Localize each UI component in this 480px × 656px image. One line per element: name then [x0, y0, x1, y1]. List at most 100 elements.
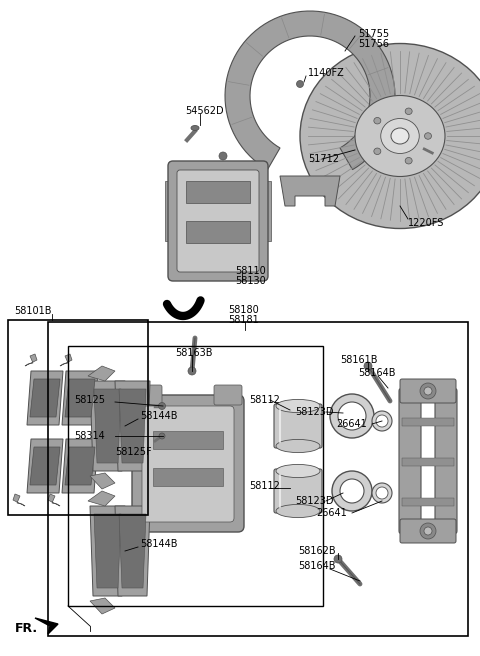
- Ellipse shape: [276, 464, 320, 478]
- Text: 58180: 58180: [228, 305, 259, 315]
- Text: 58112: 58112: [249, 481, 280, 491]
- Text: 58130: 58130: [235, 276, 266, 286]
- Text: 58162B: 58162B: [298, 546, 336, 556]
- Polygon shape: [90, 598, 115, 614]
- Polygon shape: [13, 494, 25, 506]
- Text: 58112: 58112: [249, 395, 280, 405]
- Circle shape: [376, 487, 388, 499]
- Polygon shape: [115, 381, 150, 471]
- Ellipse shape: [276, 440, 320, 453]
- FancyBboxPatch shape: [177, 170, 259, 272]
- Circle shape: [364, 362, 372, 370]
- Circle shape: [340, 479, 364, 503]
- Bar: [255, 181, 271, 241]
- Circle shape: [338, 402, 366, 430]
- Text: 58163B: 58163B: [175, 348, 213, 358]
- Text: 58161B: 58161B: [340, 355, 377, 365]
- Polygon shape: [90, 381, 125, 471]
- Polygon shape: [30, 447, 60, 485]
- Bar: [68, 346, 323, 606]
- Polygon shape: [35, 618, 58, 634]
- Bar: [402, 418, 454, 426]
- Polygon shape: [27, 439, 63, 493]
- Text: 1140FZ: 1140FZ: [308, 68, 345, 78]
- Polygon shape: [280, 176, 340, 206]
- Ellipse shape: [191, 125, 199, 131]
- Circle shape: [188, 367, 196, 375]
- Polygon shape: [94, 389, 121, 463]
- Bar: [230, 421, 242, 501]
- Polygon shape: [25, 354, 37, 366]
- Text: 54562D: 54562D: [185, 106, 224, 116]
- Polygon shape: [90, 473, 115, 489]
- Circle shape: [420, 523, 436, 539]
- Circle shape: [332, 471, 372, 511]
- Text: 58125F: 58125F: [115, 447, 152, 457]
- Text: 58144B: 58144B: [140, 539, 178, 549]
- Polygon shape: [60, 354, 72, 366]
- FancyBboxPatch shape: [142, 406, 234, 522]
- FancyBboxPatch shape: [214, 385, 242, 405]
- Bar: [48, 322, 468, 636]
- Ellipse shape: [276, 400, 320, 413]
- Text: 58164B: 58164B: [358, 368, 396, 378]
- Ellipse shape: [276, 504, 320, 518]
- Ellipse shape: [405, 108, 412, 115]
- Text: 26641: 26641: [316, 508, 347, 518]
- Bar: [153, 431, 223, 449]
- Text: 58144B: 58144B: [140, 411, 178, 421]
- Polygon shape: [30, 379, 60, 417]
- Circle shape: [158, 403, 166, 409]
- FancyBboxPatch shape: [435, 388, 457, 534]
- Circle shape: [420, 383, 436, 399]
- Polygon shape: [94, 514, 121, 588]
- Text: 58101B: 58101B: [14, 306, 51, 316]
- Polygon shape: [48, 494, 60, 506]
- Text: 58164B: 58164B: [298, 561, 336, 571]
- Text: 51712: 51712: [308, 154, 339, 164]
- Text: 26641: 26641: [336, 419, 367, 429]
- FancyBboxPatch shape: [274, 469, 322, 513]
- Polygon shape: [62, 371, 98, 425]
- FancyBboxPatch shape: [399, 388, 421, 534]
- FancyBboxPatch shape: [132, 395, 244, 532]
- Circle shape: [372, 411, 392, 431]
- Polygon shape: [65, 447, 95, 485]
- Circle shape: [159, 433, 165, 439]
- Circle shape: [376, 415, 388, 427]
- Bar: [186, 181, 250, 203]
- Polygon shape: [115, 506, 150, 596]
- Bar: [138, 421, 150, 501]
- Bar: [153, 468, 223, 486]
- Ellipse shape: [381, 119, 419, 154]
- Ellipse shape: [391, 128, 409, 144]
- Polygon shape: [27, 371, 63, 425]
- Circle shape: [372, 483, 392, 503]
- Polygon shape: [88, 491, 115, 506]
- Ellipse shape: [300, 43, 480, 228]
- Bar: [8, 320, 148, 515]
- Polygon shape: [119, 514, 146, 588]
- Circle shape: [219, 152, 227, 160]
- Polygon shape: [88, 366, 115, 381]
- Text: 58123D: 58123D: [295, 496, 334, 506]
- Ellipse shape: [374, 148, 381, 155]
- Text: 51756: 51756: [358, 39, 389, 49]
- Polygon shape: [62, 439, 98, 493]
- Text: FR.: FR.: [15, 621, 38, 634]
- Ellipse shape: [424, 133, 432, 139]
- FancyBboxPatch shape: [400, 379, 456, 403]
- FancyBboxPatch shape: [274, 404, 322, 448]
- Bar: [402, 458, 454, 466]
- FancyBboxPatch shape: [134, 385, 162, 405]
- Circle shape: [424, 527, 432, 535]
- FancyBboxPatch shape: [400, 519, 456, 543]
- Polygon shape: [65, 379, 95, 417]
- Text: 51755: 51755: [358, 29, 389, 39]
- Text: 58181: 58181: [228, 315, 259, 325]
- Ellipse shape: [405, 157, 412, 164]
- Bar: [165, 181, 181, 241]
- Polygon shape: [119, 389, 146, 463]
- Polygon shape: [90, 506, 125, 596]
- Text: 1220FS: 1220FS: [408, 218, 444, 228]
